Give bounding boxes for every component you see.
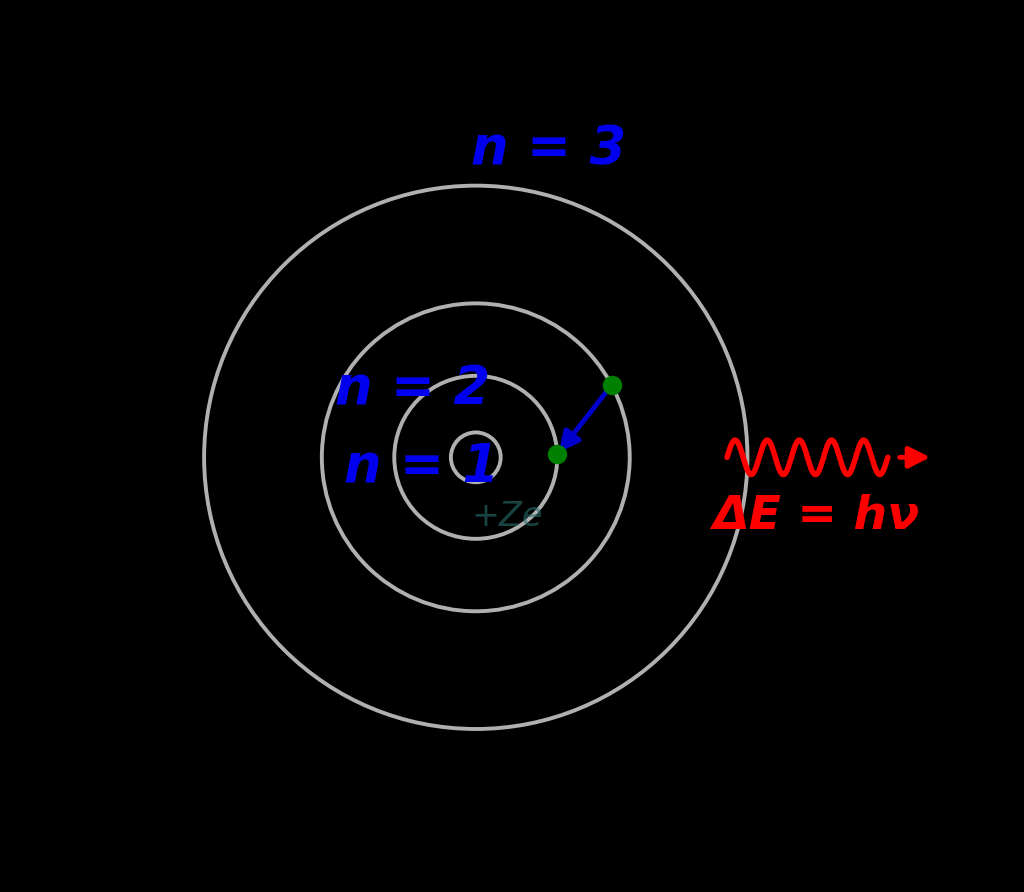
Text: n = 2: n = 2 xyxy=(335,363,490,416)
Text: ΔE = hν: ΔE = hν xyxy=(712,493,919,539)
Text: n = 1: n = 1 xyxy=(344,441,499,492)
Text: n = 3: n = 3 xyxy=(471,123,626,176)
Text: +Ze: +Ze xyxy=(472,500,543,533)
